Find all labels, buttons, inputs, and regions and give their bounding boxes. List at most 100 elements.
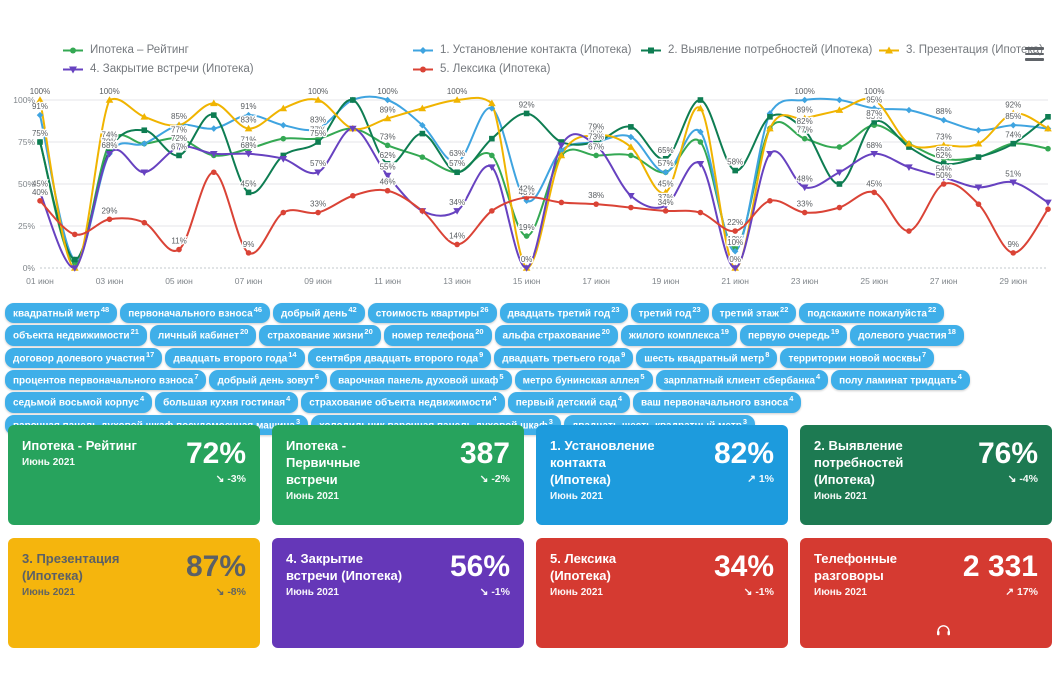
- keyword-chip[interactable]: шесть квадратный метр8: [636, 347, 778, 368]
- legend-marker-icon: [641, 47, 661, 53]
- keyword-chip[interactable]: страхование жизни20: [259, 325, 381, 346]
- trend-arrow-icon: ↗: [1005, 585, 1015, 598]
- keyword-chip[interactable]: номер телефона20: [383, 325, 492, 346]
- data-point-label: 34%: [658, 198, 674, 207]
- data-point-label: 92%: [519, 100, 535, 109]
- keyword-chip[interactable]: добрый день зовут6: [209, 369, 328, 391]
- keyword-chip[interactable]: двадцать третий год23: [499, 303, 628, 324]
- keyword-chip[interactable]: долевого участия18: [850, 325, 964, 346]
- kpi-card-1[interactable]: Ипотека - Рейтинг Июнь 2021 72% ↘ -3%: [8, 425, 260, 525]
- data-point-label: 67%: [171, 142, 187, 151]
- keyword-chip[interactable]: сентября двадцать второго года9: [307, 347, 492, 368]
- x-axis-label: 17 июн: [582, 276, 610, 286]
- keyword-chip[interactable]: жилого комплекса19: [620, 325, 737, 346]
- kpi-card-7[interactable]: 5. Лексика (Ипотека) Июнь 2021 34% ↘ -1%: [536, 538, 788, 648]
- data-point-label: 0%: [521, 255, 533, 264]
- keyword-chip-count: 19: [830, 327, 840, 337]
- keyword-chip[interactable]: полу ламинат тридцать4: [831, 369, 970, 391]
- keyword-chip[interactable]: страхование объекта недвижимости4: [301, 392, 505, 413]
- legend-item-1[interactable]: Ипотека – Рейтинг: [62, 44, 412, 56]
- keyword-chip[interactable]: метро бунинская аллея5: [514, 369, 653, 391]
- x-axis-label: 07 июн: [235, 276, 263, 286]
- trend-arrow-icon: ↘: [743, 585, 753, 598]
- keyword-chip-count: 4: [957, 371, 962, 381]
- keyword-chip[interactable]: седьмой восьмой корпус4: [5, 392, 153, 413]
- data-point-label: 77%: [797, 126, 813, 135]
- kpi-card-8[interactable]: Телефонные разговоры Июнь 2021 2 331 ↗ 17%: [800, 538, 1052, 648]
- x-axis-label: 01 июн: [26, 276, 54, 286]
- data-point-label: 75%: [588, 129, 604, 138]
- data-point-label: 75%: [310, 129, 326, 138]
- keyword-chip[interactable]: процентов первоначального взноса7: [5, 369, 207, 391]
- data-point-label: 33%: [797, 200, 813, 209]
- data-point-label: 9%: [1007, 240, 1019, 249]
- keyword-chip-count: 18: [947, 327, 956, 337]
- legend-label: Ипотека – Рейтинг: [90, 44, 189, 56]
- kpi-card-title: 1. Установление контакта (Ипотека): [550, 438, 655, 487]
- legend-item-5[interactable]: 4. Закрытие встречи (Ипотека): [62, 63, 412, 75]
- data-point-label: 0%: [521, 255, 533, 264]
- keyword-chip-count: 20: [601, 327, 610, 337]
- keyword-chip-count: 8: [765, 349, 770, 359]
- data-point-label: 57%: [310, 159, 326, 168]
- data-point-label: 75%: [32, 129, 48, 138]
- kpi-card-4[interactable]: 2. Выявление потребностей (Ипотека) Июнь …: [800, 425, 1052, 525]
- data-point-label: 55%: [380, 163, 396, 172]
- kpi-card-6[interactable]: 4. Закрытие встречи (Ипотека) Июнь 2021 56…: [272, 538, 524, 648]
- keyword-chip[interactable]: зарплатный клиент сбербанка4: [655, 369, 829, 391]
- data-point-label: 62%: [936, 151, 952, 160]
- keyword-chip[interactable]: объекта недвижимости21: [5, 325, 147, 346]
- keyword-chip-count: 4: [789, 394, 794, 404]
- legend-marker-icon: [63, 47, 83, 53]
- legend-item-6[interactable]: 5. Лексика (Ипотека): [412, 63, 640, 75]
- data-point-label: 74%: [1005, 131, 1021, 140]
- keyword-chip[interactable]: квадратный метр48: [5, 303, 118, 324]
- keyword-chip[interactable]: территории новой москвы7: [780, 347, 935, 368]
- data-point-label: 37%: [658, 193, 674, 202]
- keyword-chip-text: страхование объекта недвижимости: [309, 397, 492, 409]
- kpi-card-5[interactable]: 3. Презентация (Ипотека) Июнь 2021 87% ↘ -8…: [8, 538, 260, 648]
- keyword-chip-text: двадцать третий год: [507, 308, 611, 320]
- data-point-label: 51%: [1005, 169, 1021, 178]
- keyword-chip[interactable]: первоначального взноса46: [120, 303, 271, 324]
- keyword-chip[interactable]: подскажите пожалуйста22: [799, 303, 945, 324]
- keyword-chip[interactable]: личный кабинет20: [149, 325, 257, 346]
- keyword-chip[interactable]: двадцать третьего года9: [494, 347, 634, 368]
- keyword-chip[interactable]: добрый день42: [273, 303, 365, 324]
- data-point-label: 57%: [449, 159, 465, 168]
- legend-item-2[interactable]: 1. Установление контакта (Ипотека): [412, 44, 640, 56]
- kpi-card-3[interactable]: 1. Установление контакта (Ипотека) Июнь 2…: [536, 425, 788, 525]
- keyword-chip-count: 42: [348, 305, 357, 314]
- trend-arrow-icon: ↘: [215, 472, 225, 485]
- legend-item-3[interactable]: 2. Выявление потребностей (Ипотека): [640, 44, 878, 56]
- data-point-label: 34%: [449, 198, 465, 207]
- kpi-card-2[interactable]: Ипотека - Первичные встречи Июнь 2021 387 ↘…: [272, 425, 524, 525]
- kpi-card-period: Июнь 2021: [286, 586, 339, 598]
- chart-menu-icon[interactable]: [1025, 47, 1044, 61]
- keyword-chip[interactable]: большая кухня гостиная4: [155, 392, 299, 413]
- trend-delta: -1%: [491, 585, 510, 598]
- kpi-card-title: 4. Закрытие встречи (Ипотека): [286, 551, 403, 583]
- keyword-chip[interactable]: третий этаж22: [711, 303, 797, 324]
- y-axis-label: 50%: [18, 179, 35, 189]
- kpi-card-value: 56%: [449, 550, 510, 583]
- keyword-chip[interactable]: ваш первоначального взноса4: [632, 392, 802, 413]
- keyword-chip[interactable]: договор долевого участия17: [5, 347, 163, 368]
- keyword-chip[interactable]: варочная панель духовой шкаф5: [330, 369, 512, 391]
- keyword-chip[interactable]: третий год23: [630, 303, 709, 324]
- data-point-label: 100%: [447, 87, 467, 96]
- keyword-chip[interactable]: двадцать второго года14: [165, 347, 305, 368]
- keyword-chip[interactable]: первую очередь19: [739, 325, 848, 346]
- keyword-chip-text: квадратный метр: [13, 308, 100, 320]
- legend-item-4[interactable]: 3. Презентация (Ипотека): [878, 44, 1043, 56]
- data-point-label: 100%: [308, 87, 328, 96]
- keyword-chip-count: 3: [295, 416, 301, 426]
- kpi-card-period: Июнь 2021: [286, 490, 339, 502]
- kpi-card-title: Ипотека - Рейтинг: [22, 438, 137, 453]
- keyword-chip[interactable]: альфа страхование20: [494, 325, 618, 346]
- data-point-label: 74%: [102, 131, 118, 140]
- keyword-chip[interactable]: первый детский сад4: [507, 392, 630, 413]
- data-point-label: 58%: [727, 158, 743, 167]
- keyword-chip[interactable]: стоимость квартиры26: [367, 303, 497, 324]
- data-point-label: 68%: [241, 141, 257, 150]
